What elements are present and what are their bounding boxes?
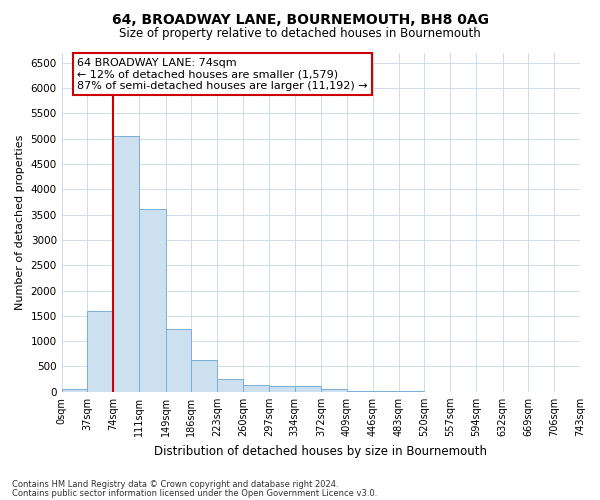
Bar [88, 311, 113, 392]
Bar [295, 386, 321, 392]
Text: 64 BROADWAY LANE: 74sqm
← 12% of detached houses are smaller (1,579)
87% of semi: 64 BROADWAY LANE: 74sqm ← 12% of detache… [77, 58, 368, 91]
Bar [243, 384, 269, 392]
Bar [113, 136, 139, 392]
Bar [62, 389, 88, 392]
Text: Contains public sector information licensed under the Open Government Licence v3: Contains public sector information licen… [12, 488, 377, 498]
Bar [373, 391, 398, 392]
Bar [321, 388, 347, 392]
Bar [269, 386, 295, 392]
Text: Contains HM Land Registry data © Crown copyright and database right 2024.: Contains HM Land Registry data © Crown c… [12, 480, 338, 489]
Bar [191, 360, 217, 392]
Y-axis label: Number of detached properties: Number of detached properties [15, 134, 25, 310]
Bar [166, 328, 191, 392]
X-axis label: Distribution of detached houses by size in Bournemouth: Distribution of detached houses by size … [154, 444, 487, 458]
Text: 64, BROADWAY LANE, BOURNEMOUTH, BH8 0AG: 64, BROADWAY LANE, BOURNEMOUTH, BH8 0AG [112, 12, 488, 26]
Bar [217, 378, 243, 392]
Bar [347, 390, 373, 392]
Bar [139, 210, 166, 392]
Text: Size of property relative to detached houses in Bournemouth: Size of property relative to detached ho… [119, 28, 481, 40]
